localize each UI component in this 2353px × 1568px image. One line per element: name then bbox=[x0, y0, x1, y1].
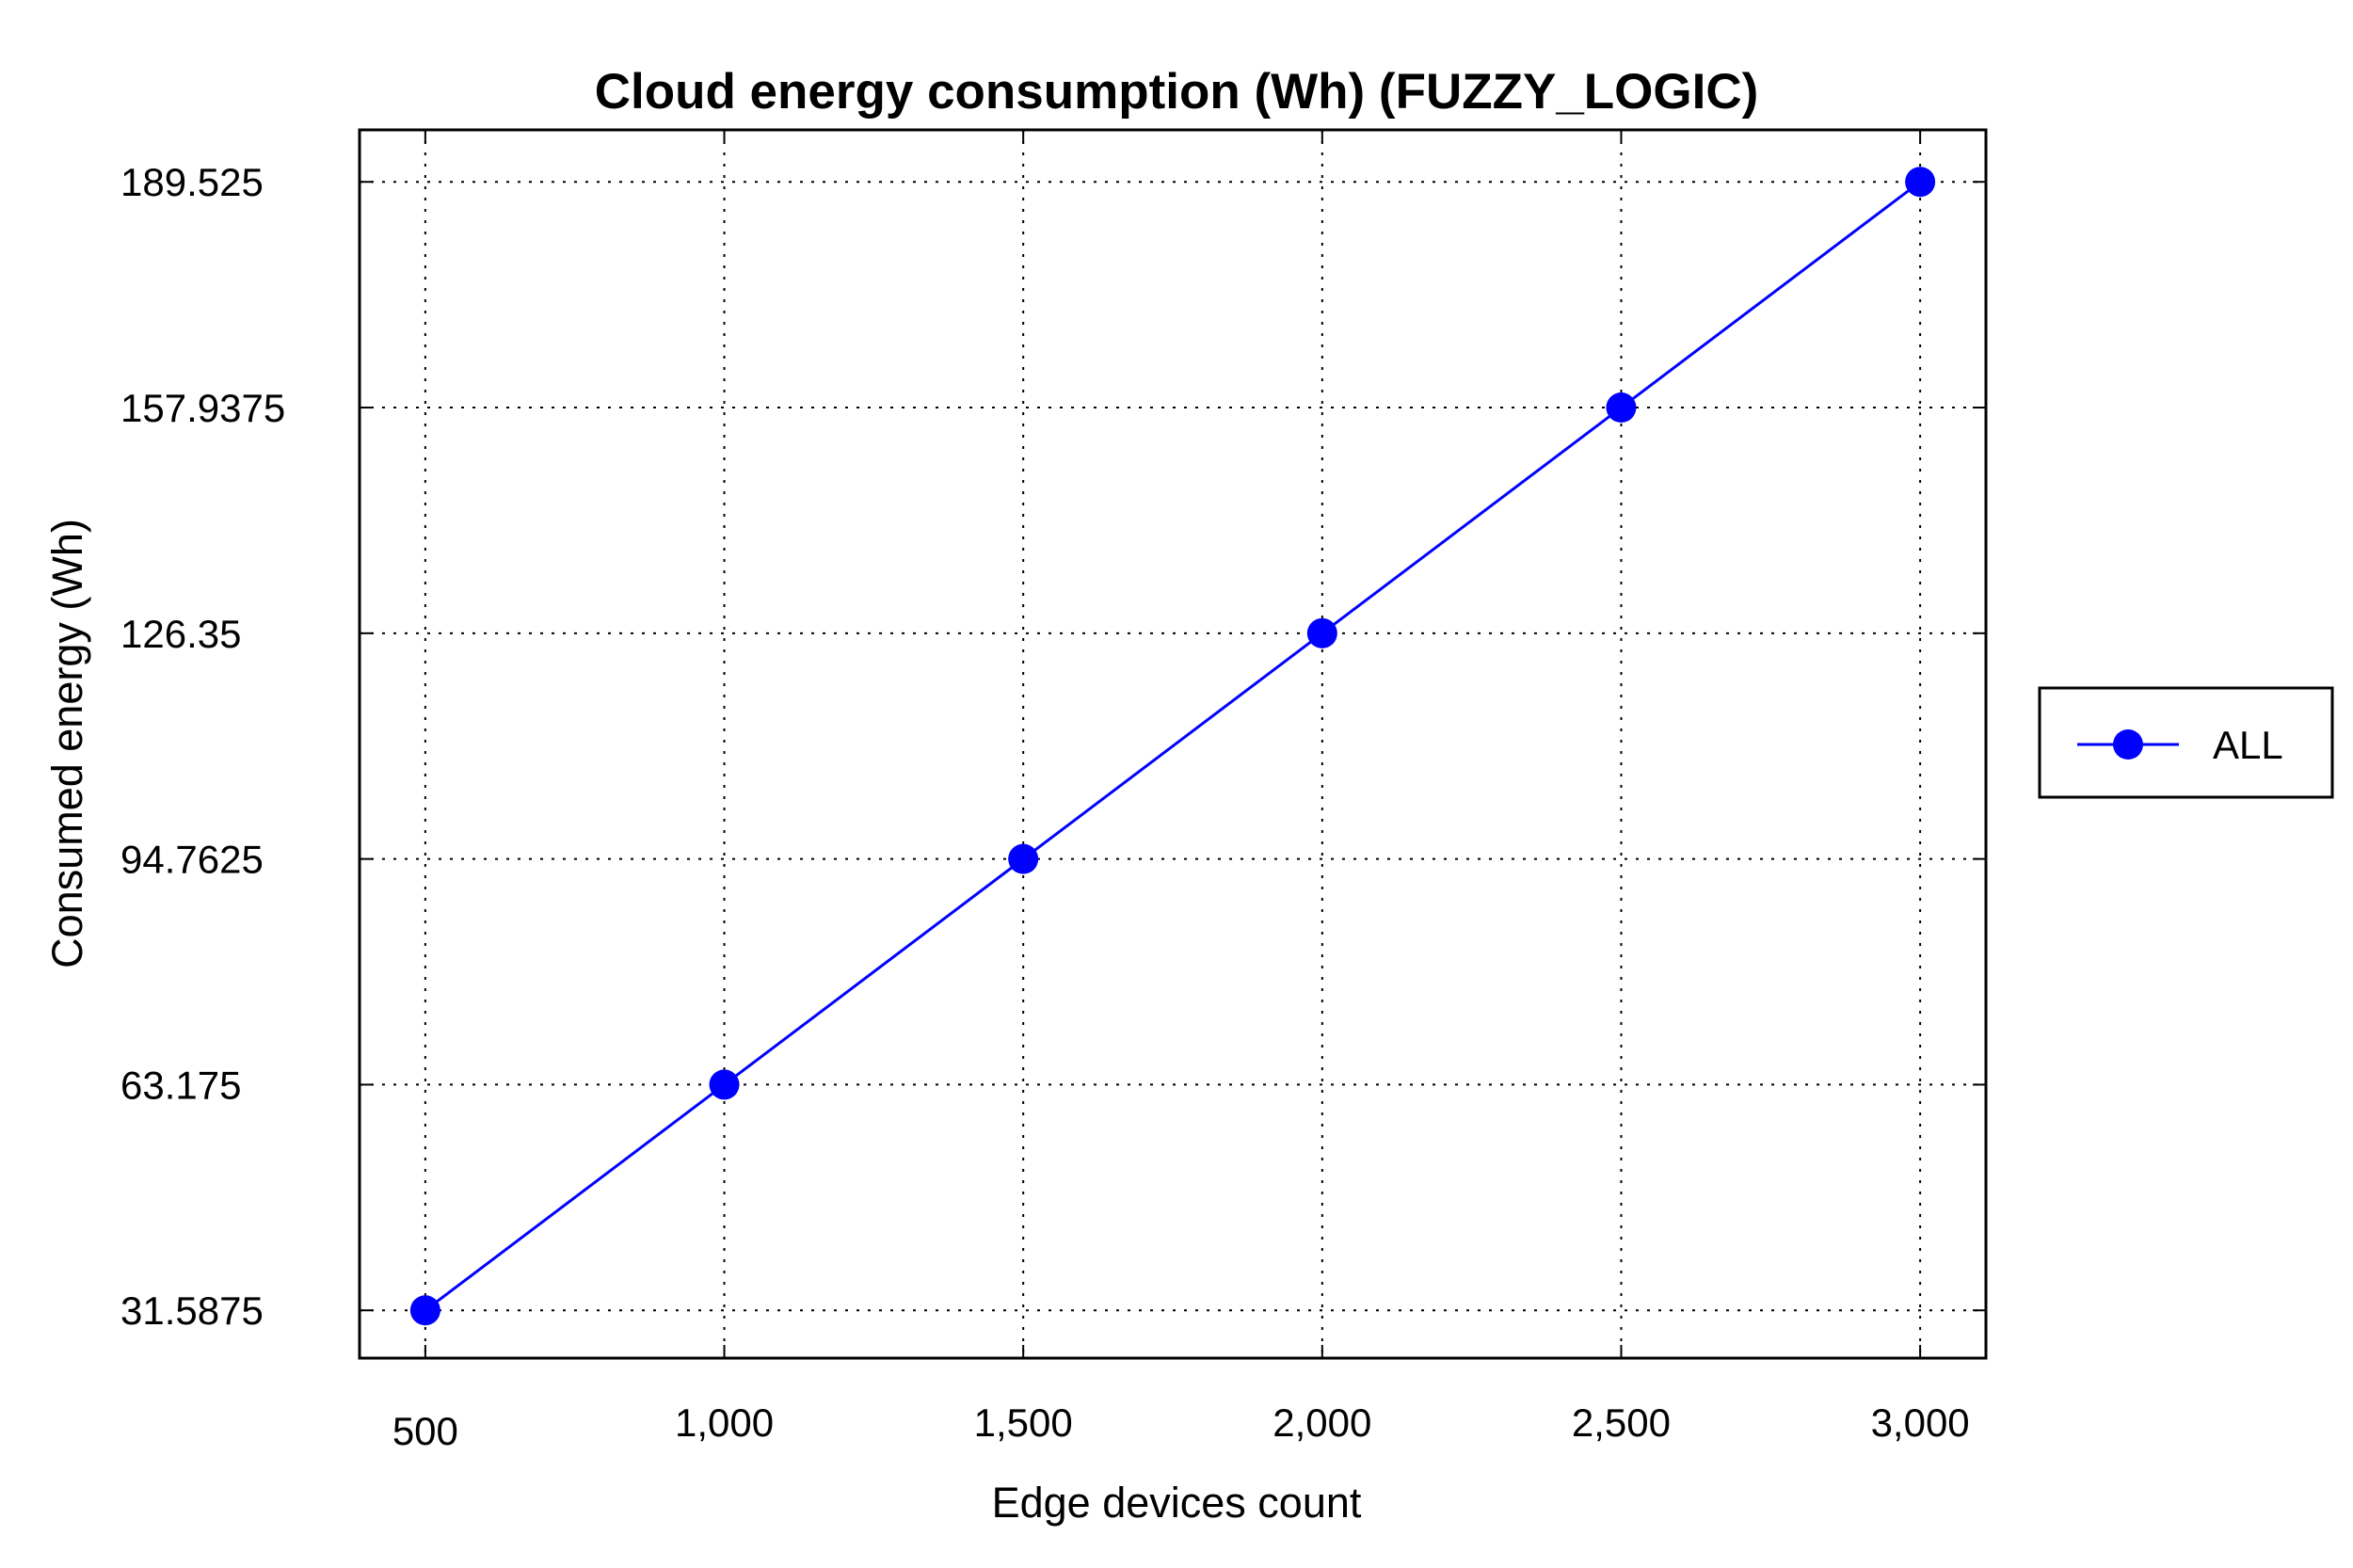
data-point bbox=[709, 1069, 740, 1100]
data-point bbox=[1306, 617, 1337, 648]
y-tick-label: 189.525 bbox=[120, 160, 264, 204]
legend-box bbox=[2038, 686, 2334, 799]
x-axis-ticks: 500 1,000 1,500 2,000 2,500 3,000 bbox=[392, 130, 1970, 1453]
y-axis-label: Consumed energy (Wh) bbox=[43, 519, 91, 968]
x-tick-label: 1,000 bbox=[675, 1400, 774, 1445]
x-tick-label: 2,500 bbox=[1572, 1400, 1671, 1445]
y-tick-label: 157.9375 bbox=[120, 386, 285, 430]
legend-label-all: ALL bbox=[2213, 723, 2283, 767]
y-axis-ticks: 31.5875 63.175 94.7625 126.35 157.9375 189.52… bbox=[120, 160, 1986, 1333]
data-point bbox=[1905, 167, 1936, 198]
x-tick-label: 500 bbox=[392, 1409, 458, 1453]
grid-lines bbox=[360, 130, 1986, 1358]
y-tick-label: 94.7625 bbox=[120, 838, 264, 882]
data-point bbox=[1008, 843, 1039, 874]
legend-marker bbox=[2113, 729, 2143, 760]
chart-title: Cloud energy consumption (Wh) (FUZZY_LOG… bbox=[595, 64, 1759, 120]
y-tick-label: 126.35 bbox=[120, 612, 241, 656]
x-tick-label: 1,500 bbox=[974, 1400, 1073, 1445]
y-tick-label: 31.5875 bbox=[120, 1288, 264, 1333]
series-line-all bbox=[424, 181, 1922, 1312]
x-tick-label: 2,000 bbox=[1273, 1400, 1371, 1445]
data-point bbox=[1606, 392, 1637, 424]
data-point bbox=[409, 1295, 440, 1326]
legend: ALL bbox=[2038, 686, 2334, 799]
y-tick-label: 63.175 bbox=[120, 1063, 241, 1107]
plot-frame bbox=[358, 128, 1988, 1360]
x-tick-label: 3,000 bbox=[1871, 1400, 1970, 1445]
series-layer bbox=[409, 167, 1936, 1326]
x-axis-label: Edge devices count bbox=[992, 1479, 1362, 1527]
